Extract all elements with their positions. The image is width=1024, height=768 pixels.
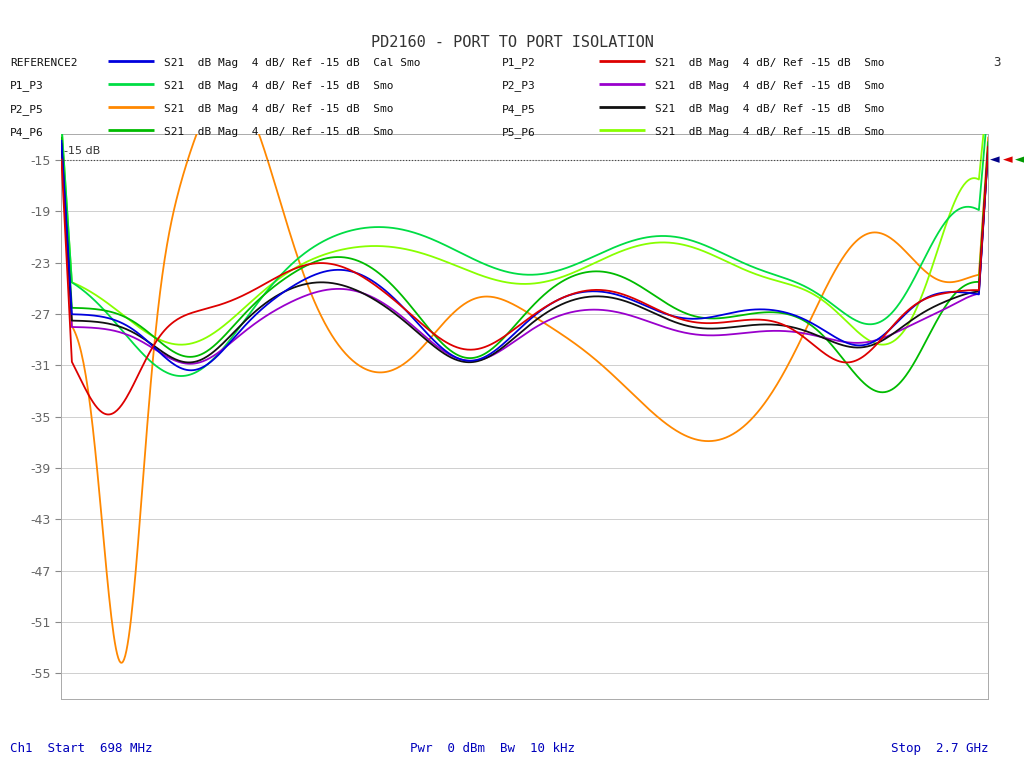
Text: S21  dB Mag  4 dB/ Ref -15 dB  Smo: S21 dB Mag 4 dB/ Ref -15 dB Smo xyxy=(655,58,885,68)
Text: P2_P3: P2_P3 xyxy=(502,81,536,91)
Text: REFERENCE2: REFERENCE2 xyxy=(10,58,78,68)
Text: P5_P6: P5_P6 xyxy=(502,127,536,137)
Text: Pwr  0 dBm  Bw  10 kHz: Pwr 0 dBm Bw 10 kHz xyxy=(410,743,574,755)
Text: ◄: ◄ xyxy=(1015,154,1024,167)
Text: -15 dB: -15 dB xyxy=(63,146,100,156)
Text: P4_P5: P4_P5 xyxy=(502,104,536,114)
Text: S21  dB Mag  4 dB/ Ref -15 dB  Smo: S21 dB Mag 4 dB/ Ref -15 dB Smo xyxy=(655,127,885,137)
Text: P1_P2: P1_P2 xyxy=(502,58,536,68)
Text: 3: 3 xyxy=(993,57,1000,69)
Text: P4_P6: P4_P6 xyxy=(10,127,44,137)
Text: Stop  2.7 GHz: Stop 2.7 GHz xyxy=(891,743,988,755)
Text: Ch1  Start  698 MHz: Ch1 Start 698 MHz xyxy=(10,743,153,755)
Text: P1_P3: P1_P3 xyxy=(10,81,44,91)
Text: ◄: ◄ xyxy=(990,154,999,167)
Text: PD2160 - PORT TO PORT ISOLATION: PD2160 - PORT TO PORT ISOLATION xyxy=(371,35,653,50)
Text: ◄: ◄ xyxy=(1002,154,1012,167)
Text: S21  dB Mag  4 dB/ Ref -15 dB  Cal Smo: S21 dB Mag 4 dB/ Ref -15 dB Cal Smo xyxy=(164,58,420,68)
Text: S21  dB Mag  4 dB/ Ref -15 dB  Smo: S21 dB Mag 4 dB/ Ref -15 dB Smo xyxy=(655,81,885,91)
Text: S21  dB Mag  4 dB/ Ref -15 dB  Smo: S21 dB Mag 4 dB/ Ref -15 dB Smo xyxy=(164,127,393,137)
Text: S21  dB Mag  4 dB/ Ref -15 dB  Smo: S21 dB Mag 4 dB/ Ref -15 dB Smo xyxy=(164,81,393,91)
Text: S21  dB Mag  4 dB/ Ref -15 dB  Smo: S21 dB Mag 4 dB/ Ref -15 dB Smo xyxy=(164,104,393,114)
Text: P2_P5: P2_P5 xyxy=(10,104,44,114)
Text: S21  dB Mag  4 dB/ Ref -15 dB  Smo: S21 dB Mag 4 dB/ Ref -15 dB Smo xyxy=(655,104,885,114)
